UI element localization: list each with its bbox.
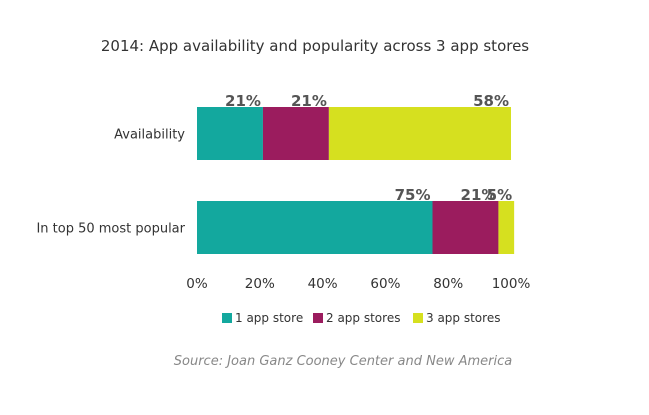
data-label: 58% <box>473 92 509 110</box>
legend-label: 3 app stores <box>426 311 500 325</box>
data-label: 21% <box>461 186 497 204</box>
x-axis-ticks: 0% 20% 40% 60% 80% 100% <box>186 276 530 292</box>
bar-availability-series-3 <box>328 107 511 160</box>
x-tick-label: 80% <box>433 276 463 292</box>
x-tick-label: 20% <box>245 276 275 292</box>
category-labels: Availability In top 50 most popular <box>36 128 185 237</box>
data-label: 21% <box>291 92 327 110</box>
category-label: Availability <box>114 128 185 143</box>
bar-top50-series-1 <box>197 201 433 254</box>
legend-swatch <box>313 313 323 323</box>
data-label: 21% <box>225 92 261 110</box>
chart-title: 2014: App availability and popularity ac… <box>101 37 529 55</box>
x-tick-label: 60% <box>370 276 400 292</box>
data-label: 75% <box>395 186 431 204</box>
bar-availability-series-2 <box>262 107 329 160</box>
chart-source: Source: Joan Ganz Cooney Center and New … <box>174 354 512 369</box>
bars <box>197 107 515 254</box>
x-tick-label: 100% <box>492 276 531 292</box>
bar-top50-series-2 <box>432 201 499 254</box>
bar-top50-series-3 <box>498 201 515 254</box>
legend-swatch <box>222 313 232 323</box>
legend-label: 2 app stores <box>326 311 400 325</box>
x-tick-label: 40% <box>308 276 338 292</box>
bar-availability-series-1 <box>197 107 263 160</box>
legend: 1 app store 2 app stores 3 app stores <box>222 311 500 325</box>
legend-label: 1 app store <box>235 311 303 325</box>
data-label: 5% <box>487 186 512 204</box>
data-labels: 21% 21% 58%75% 21%5% <box>225 92 512 204</box>
legend-swatch <box>413 313 423 323</box>
x-tick-label: 0% <box>186 276 208 292</box>
category-label: In top 50 most popular <box>36 222 185 237</box>
